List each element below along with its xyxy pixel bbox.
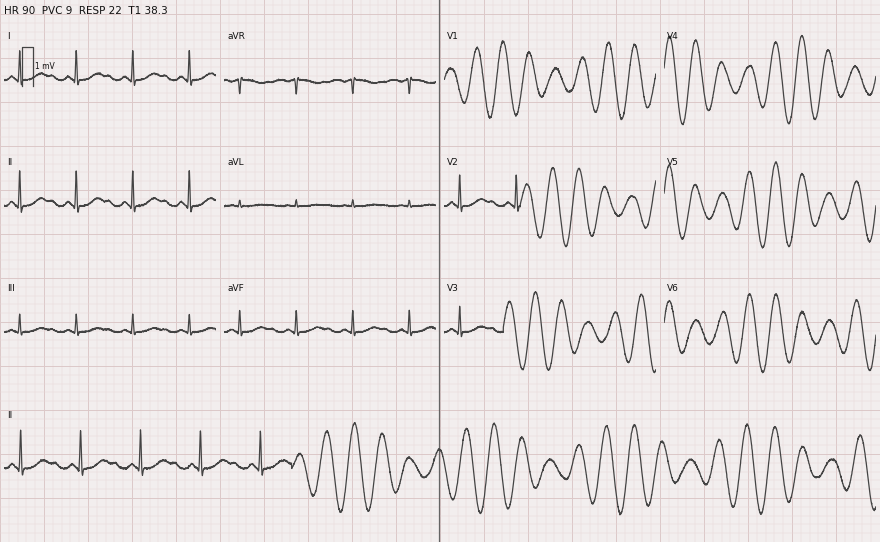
Text: 1 mV: 1 mV xyxy=(35,62,55,71)
Text: II: II xyxy=(7,158,12,166)
Text: V4: V4 xyxy=(667,31,678,41)
Text: aVF: aVF xyxy=(227,283,244,293)
Text: III: III xyxy=(7,283,15,293)
Text: aVL: aVL xyxy=(227,158,244,166)
Text: V3: V3 xyxy=(447,283,458,293)
Text: V1: V1 xyxy=(447,31,458,41)
Text: I: I xyxy=(7,31,10,41)
Text: aVR: aVR xyxy=(227,31,245,41)
Text: V5: V5 xyxy=(667,158,678,166)
Text: II: II xyxy=(7,411,12,420)
Text: V2: V2 xyxy=(447,158,458,166)
Text: HR 90  PVC 9  RESP 22  T1 38.3: HR 90 PVC 9 RESP 22 T1 38.3 xyxy=(4,6,168,16)
Text: V6: V6 xyxy=(667,283,678,293)
